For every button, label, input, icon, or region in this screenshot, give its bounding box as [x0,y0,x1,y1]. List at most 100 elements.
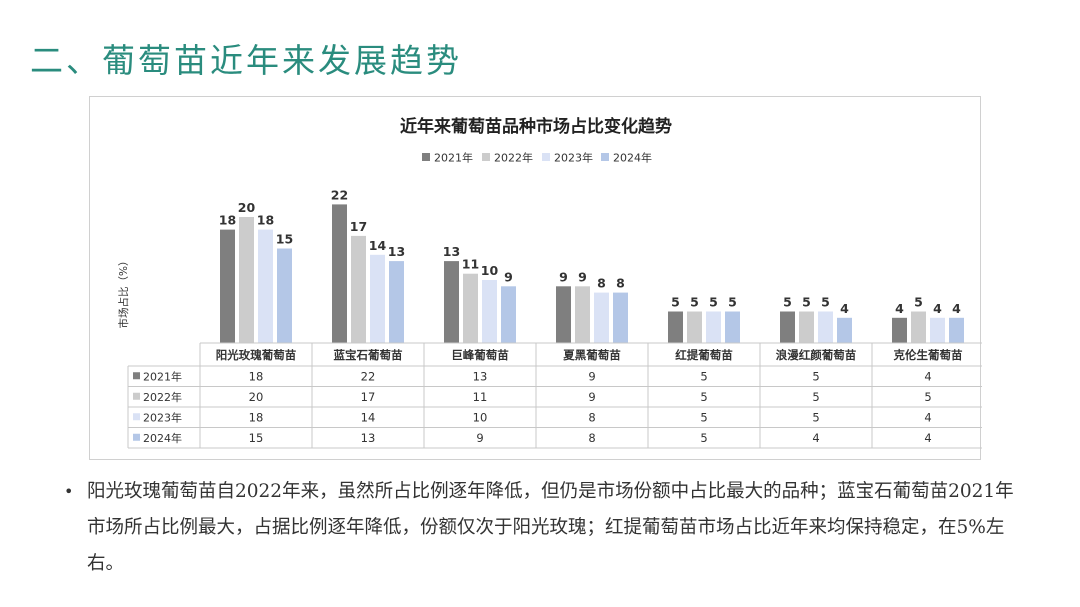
bar [444,261,459,343]
bar [220,229,235,343]
legend-swatch-4 [601,153,609,161]
bar-value-label: 5 [690,295,699,310]
bar [482,280,497,343]
legend-label-4: 2024年 [613,151,652,165]
bar-value-label: 5 [783,295,792,310]
table-cell: 5 [924,390,931,404]
category-label: 阳光玫瑰葡萄苗 [216,348,297,362]
table-cell: 9 [476,431,483,445]
bar-chart: 近年来葡萄苗品种市场占比变化趋势 2021年 2022年 2023年 2024年 市场… [117,116,982,449]
table-cell: 14 [361,410,376,424]
chart-frame: 近年来葡萄苗品种市场占比变化趋势 2021年 2022年 2023年 2024年 市场… [89,96,982,460]
bar-value-label: 13 [443,244,460,259]
table-legend-key [133,372,140,380]
table-cell: 5 [812,410,819,424]
table-cell: 9 [588,369,595,383]
bar [949,317,964,343]
bar [818,311,833,343]
bar [594,292,609,343]
bar [930,317,945,343]
category-label: 夏黑葡萄苗 [563,348,621,362]
legend-label-1: 2021年 [434,151,473,165]
bar-value-label: 9 [504,269,513,284]
bar-value-label: 5 [914,295,923,310]
category-label: 蓝宝石葡萄苗 [334,348,403,362]
bar [668,311,683,343]
table-row-label: 2021年 [143,369,182,383]
bar-value-label: 11 [462,257,479,272]
bar-value-label: 13 [388,244,405,259]
bar-value-label: 18 [219,213,236,228]
table-cell: 11 [473,390,488,404]
bar [258,229,273,343]
bar [351,235,366,343]
table-row-label: 2023年 [143,410,182,424]
table-cell: 5 [812,390,819,404]
table-cell: 18 [249,410,264,424]
bar-value-label: 14 [369,238,387,253]
table-cell: 15 [249,431,264,445]
bar [501,286,516,343]
bar [706,311,721,343]
legend-swatch-2 [482,153,490,161]
bar-value-label: 9 [578,269,587,284]
bullet-marker: • [64,482,74,501]
table-cell: 5 [700,431,707,445]
bar [370,254,385,343]
chart-legend: 2021年 2022年 2023年 2024年 [422,151,652,165]
bar [780,311,795,343]
bar [911,311,926,343]
table-cell: 13 [361,431,376,445]
category-label: 克伦生葡萄苗 [893,348,963,362]
table-row-label: 2024年 [143,431,182,445]
table-cell: 4 [812,431,819,445]
bar [799,311,814,343]
bar-value-label: 5 [709,295,718,310]
legend-label-2: 2022年 [494,151,533,165]
bar [389,261,404,343]
bar-value-label: 17 [350,219,367,234]
table-cell: 17 [361,390,376,404]
bar-value-label: 5 [671,295,680,310]
table-legend-key [133,413,140,421]
table-cell: 13 [473,369,488,383]
bar [613,292,628,343]
bar [892,317,907,343]
table-cell: 22 [361,369,376,383]
category-label: 红提葡萄苗 [675,348,733,362]
table-cell: 4 [924,431,931,445]
bar-value-label: 5 [821,295,830,310]
table-cell: 10 [473,410,488,424]
legend-swatch-3 [542,153,550,161]
table-cell: 18 [249,369,264,383]
bar [277,248,292,343]
legend-label-3: 2023年 [554,151,593,165]
category-label: 浪漫红颜葡萄苗 [776,348,857,362]
bar-value-label: 8 [597,276,606,291]
bar-value-label: 4 [840,301,849,316]
table-cell: 9 [588,390,595,404]
table-cell: 5 [812,369,819,383]
bar-value-label: 20 [238,200,256,215]
legend-swatch-1 [422,153,430,161]
table-cell: 4 [924,410,931,424]
bar-value-label: 5 [802,295,811,310]
bar-value-label: 10 [481,263,499,278]
bar [575,286,590,343]
bar [332,204,347,343]
table-cell: 5 [700,369,707,383]
table-cell: 20 [249,390,264,404]
slide-title: 二、葡萄苗近年来发展趋势 [30,41,462,80]
table-legend-key [133,392,140,400]
bar-value-label: 15 [276,232,293,247]
table-cell: 4 [924,369,931,383]
bar-value-label: 5 [728,295,737,310]
bar [463,273,478,343]
table-cell: 8 [588,410,595,424]
bar-value-label: 22 [331,187,348,202]
chart-title: 近年来葡萄苗品种市场占比变化趋势 [400,116,672,137]
bar-value-label: 4 [952,301,961,316]
bar [725,311,740,343]
bar-value-label: 9 [559,269,568,284]
